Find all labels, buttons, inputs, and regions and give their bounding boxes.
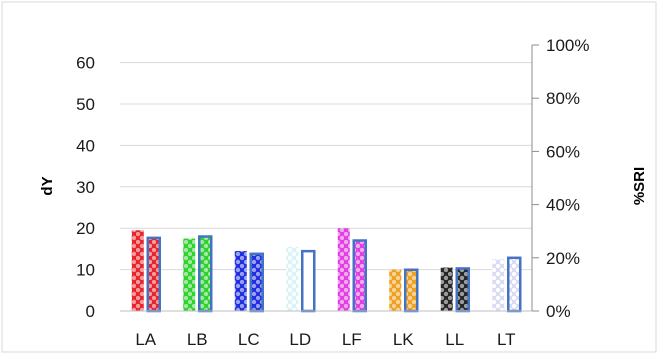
bar-sri-lt (507, 256, 522, 313)
y2-tick-label: 60% (546, 142, 580, 161)
bar-dy-lk (389, 269, 402, 311)
y-tick-label: 0 (86, 302, 95, 321)
bar-sri-ld (301, 249, 316, 313)
bar-dy-lt (492, 259, 505, 311)
bar-sri-lc (249, 252, 264, 313)
bar-dy-ll (440, 267, 453, 311)
bars (131, 228, 522, 313)
y-tick-label: 60 (76, 54, 95, 73)
y-axis-title: dY (39, 176, 56, 195)
y2-tick-label: 100% (546, 36, 589, 55)
y-tick-label: 50 (76, 95, 95, 114)
y-tick-label: 10 (76, 261, 95, 280)
bar-dy-la (131, 230, 144, 311)
bar-dy-lb (183, 238, 196, 311)
tick-labels: 0 10 20 30 40 50 60 0% 20% 40% 60% 80% 100% LA LB LC LD L… (76, 36, 589, 349)
bar-dy-lc (234, 250, 247, 311)
y2-tick-label: 20% (546, 249, 580, 268)
axes (120, 44, 539, 312)
y-tick-label: 20 (76, 219, 95, 238)
y2-tick-label: 80% (546, 89, 580, 108)
x-tick-label: LC (238, 330, 260, 349)
y-tick-label: 40 (76, 136, 95, 155)
x-tick-label: LB (187, 330, 208, 349)
x-tick-label: LD (289, 330, 311, 349)
y-tick-label: 30 (76, 178, 95, 197)
bar-dy-ld (286, 246, 299, 311)
x-tick-label: LL (445, 330, 464, 349)
x-tick-label: LA (135, 330, 156, 349)
x-tick-label: LT (497, 330, 516, 349)
bar-sri-lf (352, 239, 367, 313)
bar-sri-lk (404, 268, 419, 313)
bar-sri-lb (198, 235, 213, 313)
bar-sri-ll (455, 267, 470, 313)
x-tick-label: LF (342, 330, 362, 349)
y2-tick-label: 0% (546, 302, 571, 321)
x-tick-label: LK (393, 330, 414, 349)
bar-dy-lf (337, 228, 350, 311)
bar-sri-la (146, 236, 161, 313)
y2-axis-title: %SRI (631, 167, 648, 205)
y2-tick-label: 40% (546, 196, 580, 215)
